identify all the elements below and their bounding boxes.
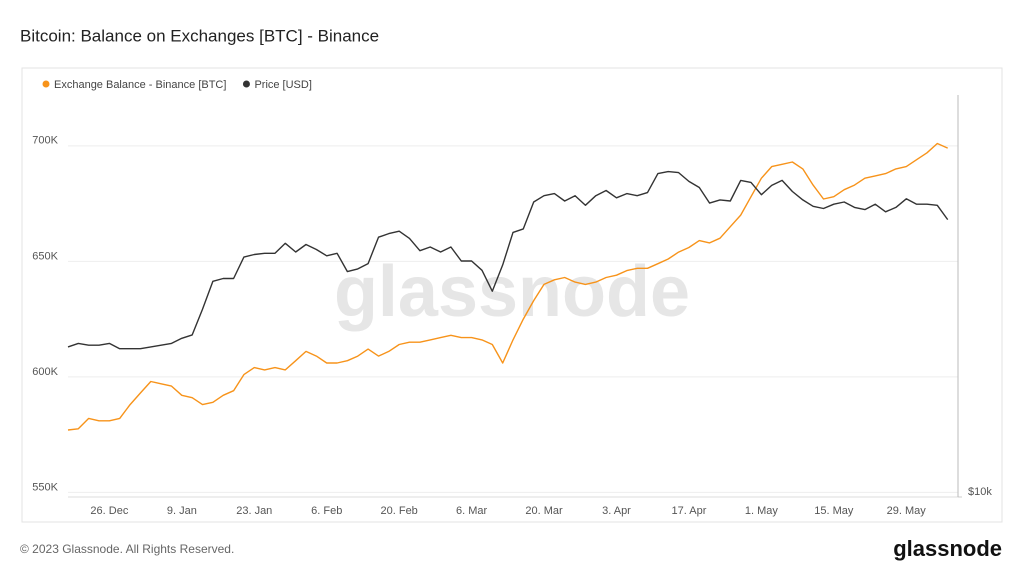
series-line (67, 142, 948, 431)
x-tick-label: 29. May (887, 505, 927, 517)
y-tick-label: 550K (32, 481, 58, 493)
chart-title: Bitcoin: Balance on Exchanges [BTC] - Bi… (20, 26, 379, 45)
watermark: glassnode (334, 252, 690, 332)
x-tick-label: 9. Jan (167, 505, 197, 517)
legend-marker (42, 80, 50, 88)
copyright: © 2023 Glassnode. All Rights Reserved. (20, 542, 234, 556)
x-tick-label: 17. Apr (672, 505, 707, 517)
y-tick-label: 600K (32, 366, 58, 378)
x-tick-label: 15. May (814, 505, 854, 517)
legend-label: Exchange Balance - Binance [BTC] (54, 79, 226, 91)
y-tick-label: 650K (32, 250, 58, 262)
legend-label: Price [USD] (254, 79, 311, 91)
x-tick-label: 20. Feb (381, 505, 418, 517)
y2-tick-label: $10k (968, 486, 992, 498)
series-line (67, 170, 949, 350)
x-tick-label: 3. Apr (602, 505, 631, 517)
x-tick-label: 1. May (745, 505, 779, 517)
x-tick-label: 6. Mar (456, 505, 488, 517)
legend-marker (242, 80, 250, 88)
x-tick-label: 6. Feb (311, 505, 342, 517)
chart-frame (21, 67, 1003, 523)
x-tick-label: 26. Dec (90, 505, 128, 517)
brand: glassnode (893, 536, 1002, 561)
x-tick-label: 23. Jan (236, 505, 272, 517)
x-tick-label: 20. Mar (525, 505, 563, 517)
y-tick-label: 700K (32, 135, 58, 147)
